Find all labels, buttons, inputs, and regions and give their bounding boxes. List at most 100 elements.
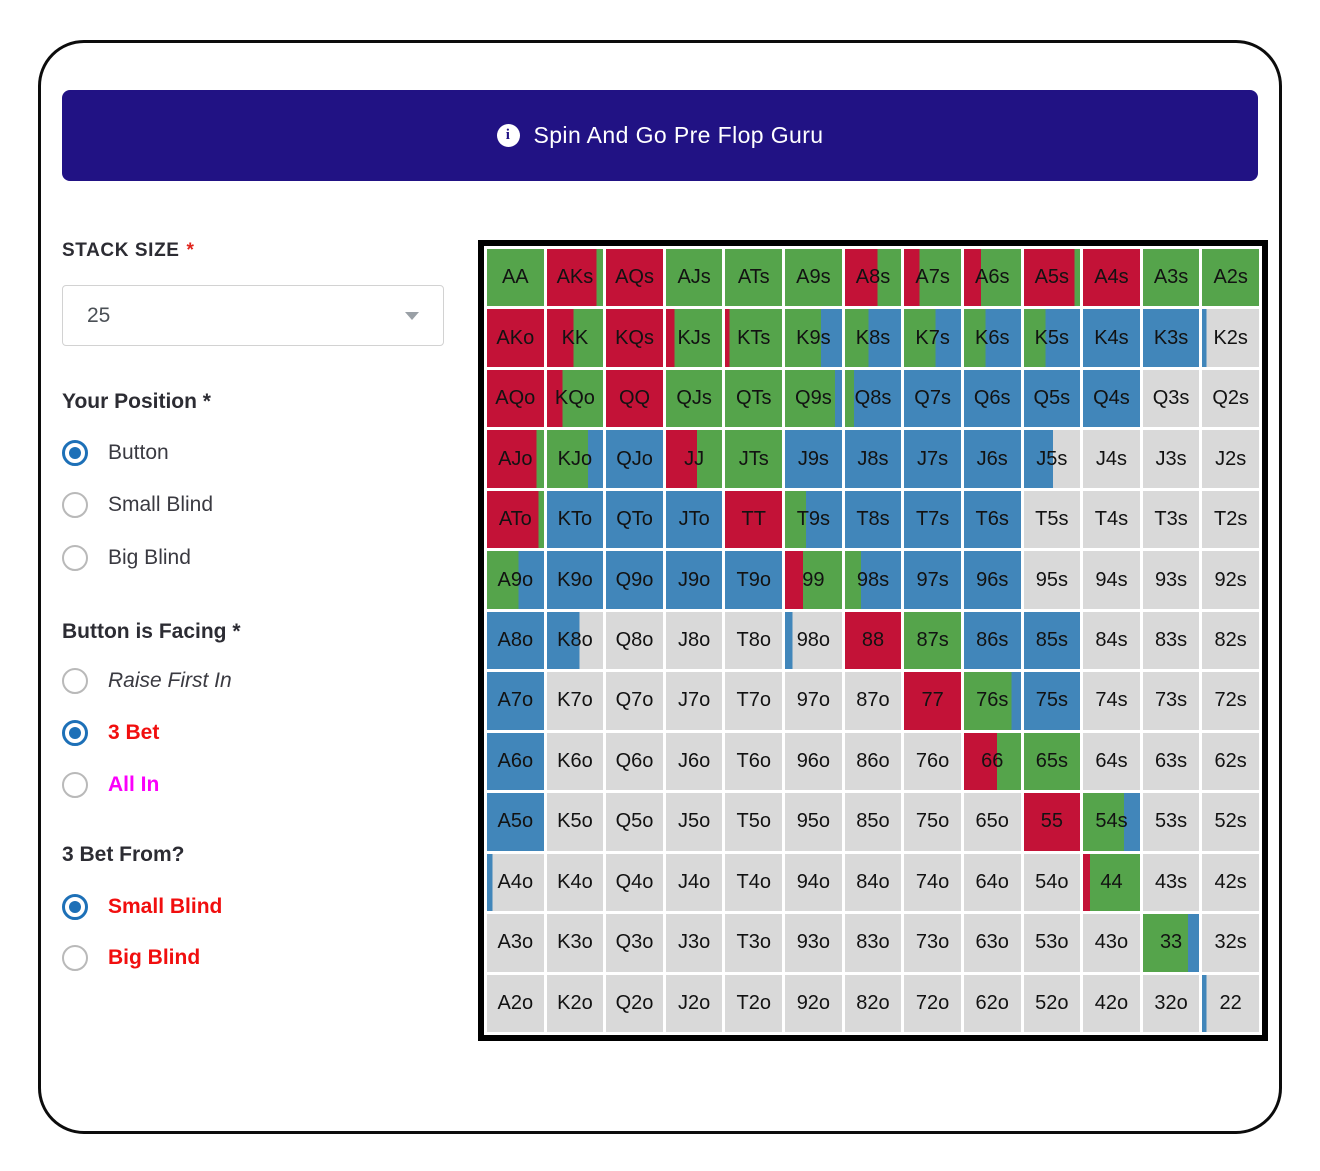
three-bet-from-option-small-blind[interactable]: Small Blind: [62, 894, 222, 920]
radio-unselected-icon[interactable]: [62, 668, 88, 694]
hand-cell-J8s: J8s: [844, 430, 902, 488]
hand-cell-82o: 82o: [844, 974, 902, 1032]
info-icon[interactable]: i: [496, 124, 520, 147]
button-is-facing-heading: Button is Facing *: [62, 620, 241, 643]
hand-cell-A8o: A8o: [487, 611, 544, 670]
hand-cell-53s: 53s: [1142, 793, 1200, 851]
hand-cell-JJ: JJ: [665, 430, 723, 488]
hand-cell-76s: 76s: [963, 672, 1021, 730]
hand-cell-A7o: A7o: [487, 672, 544, 730]
hand-cell-QJs: QJs: [665, 369, 723, 428]
hand-cell-73o: 73o: [904, 914, 961, 972]
hand-cell-K7o: K7o: [546, 672, 604, 730]
hand-cell-J9o: J9o: [665, 551, 723, 609]
radio-dot: [69, 901, 81, 913]
radio-label: Small Blind: [108, 493, 214, 516]
hand-cell-T5o: T5o: [725, 793, 783, 851]
hand-cell-A9s: A9s: [785, 249, 842, 307]
stack-size-select[interactable]: 25: [62, 285, 444, 346]
hand-cell-TT: TT: [725, 490, 783, 549]
hand-cell-JTo: JTo: [665, 490, 723, 549]
radio-selected-icon[interactable]: [62, 440, 88, 466]
stack-size-label: STACK SIZE *: [62, 240, 195, 261]
hand-cell-KJs: KJs: [665, 309, 723, 367]
your-position-option-button[interactable]: Button: [62, 440, 169, 466]
hand-cell-92s: 92s: [1202, 551, 1259, 609]
hand-cell-Q7s: Q7s: [904, 369, 961, 428]
radio-selected-icon[interactable]: [62, 894, 88, 920]
hand-cell-Q8s: Q8s: [844, 369, 902, 428]
hand-cell-83s: 83s: [1142, 611, 1200, 670]
hand-cell-K2o: K2o: [546, 974, 604, 1032]
hand-cell-88: 88: [844, 611, 902, 670]
hand-cell-J4o: J4o: [665, 853, 723, 912]
preflop-range-grid: AA AKs AQs AJs ATs A9s A8s A7s A6s A5s A4s A3s A2s AK…: [478, 240, 1268, 1041]
hand-cell-K8s: K8s: [844, 309, 902, 367]
hand-cell-T8s: T8s: [844, 490, 902, 549]
hand-cell-T3s: T3s: [1142, 490, 1200, 549]
hand-cell-J2o: J2o: [665, 974, 723, 1032]
three-bet-from-option-big-blind[interactable]: Big Blind: [62, 945, 200, 971]
hand-cell-T5s: T5s: [1023, 490, 1081, 549]
hand-cell-KQo: KQo: [546, 369, 604, 428]
radio-unselected-icon[interactable]: [62, 772, 88, 798]
button-is-facing-option-all-in[interactable]: All In: [62, 772, 159, 798]
hand-cell-KK: KK: [546, 309, 604, 367]
hand-cell-KTs: KTs: [725, 309, 783, 367]
hand-cell-T7o: T7o: [725, 672, 783, 730]
hand-cell-T2s: T2s: [1202, 490, 1259, 549]
hand-cell-AKo: AKo: [487, 309, 544, 367]
hand-cell-95s: 95s: [1023, 551, 1081, 609]
hand-cell-T3o: T3o: [725, 914, 783, 972]
hand-cell-QTs: QTs: [725, 369, 783, 428]
hand-cell-52s: 52s: [1202, 793, 1259, 851]
radio-label: Raise First In: [108, 669, 232, 692]
your-position-option-small-blind[interactable]: Small Blind: [62, 492, 213, 518]
hand-cell-22: 22: [1202, 974, 1259, 1032]
hand-cell-K6o: K6o: [546, 732, 604, 791]
hand-cell-72o: 72o: [904, 974, 961, 1032]
hand-cell-43o: 43o: [1083, 914, 1140, 972]
hand-cell-J3s: J3s: [1142, 430, 1200, 488]
hand-cell-K8o: K8o: [546, 611, 604, 670]
hand-cell-K4s: K4s: [1083, 309, 1140, 367]
hand-cell-ATo: ATo: [487, 490, 544, 549]
hand-cell-65o: 65o: [963, 793, 1021, 851]
hand-cell-75o: 75o: [904, 793, 961, 851]
stack-size-value: 25: [87, 303, 111, 327]
radio-label: Big Blind: [108, 946, 201, 969]
your-position-option-big-blind[interactable]: Big Blind: [62, 545, 191, 571]
hand-cell-QJo: QJo: [606, 430, 663, 488]
hand-cell-87o: 87o: [844, 672, 902, 730]
hand-cell-85s: 85s: [1023, 611, 1081, 670]
hand-cell-A5s: A5s: [1023, 249, 1081, 307]
button-is-facing-option-raise-first-in[interactable]: Raise First In: [62, 668, 232, 694]
hand-cell-86s: 86s: [963, 611, 1021, 670]
radio-selected-icon[interactable]: [62, 720, 88, 746]
hand-cell-T6s: T6s: [963, 490, 1021, 549]
hand-cell-A3o: A3o: [487, 914, 544, 972]
hand-cell-53o: 53o: [1023, 914, 1081, 972]
radio-dot: [69, 727, 81, 739]
radio-unselected-icon[interactable]: [62, 492, 88, 518]
hand-cell-85o: 85o: [844, 793, 902, 851]
hand-cell-42s: 42s: [1202, 853, 1259, 912]
hand-cell-97s: 97s: [904, 551, 961, 609]
hand-cell-T6o: T6o: [725, 732, 783, 791]
hand-cell-97o: 97o: [785, 672, 842, 730]
hand-cell-A8s: A8s: [844, 249, 902, 307]
hand-cell-J7o: J7o: [665, 672, 723, 730]
hand-cell-Q8o: Q8o: [606, 611, 663, 670]
chevron-down-icon: [405, 311, 419, 320]
button-is-facing-option-3-bet[interactable]: 3 Bet: [62, 720, 159, 746]
hand-cell-Q6s: Q6s: [963, 369, 1021, 428]
hand-cell-AJs: AJs: [665, 249, 723, 307]
radio-unselected-icon[interactable]: [62, 945, 88, 971]
hand-cell-KJo: KJo: [546, 430, 604, 488]
radio-unselected-icon[interactable]: [62, 545, 88, 571]
hand-cell-86o: 86o: [844, 732, 902, 791]
hand-cell-A9o: A9o: [487, 551, 544, 609]
hand-cell-75s: 75s: [1023, 672, 1081, 730]
hand-cell-83o: 83o: [844, 914, 902, 972]
hand-cell-A2s: A2s: [1202, 249, 1259, 307]
